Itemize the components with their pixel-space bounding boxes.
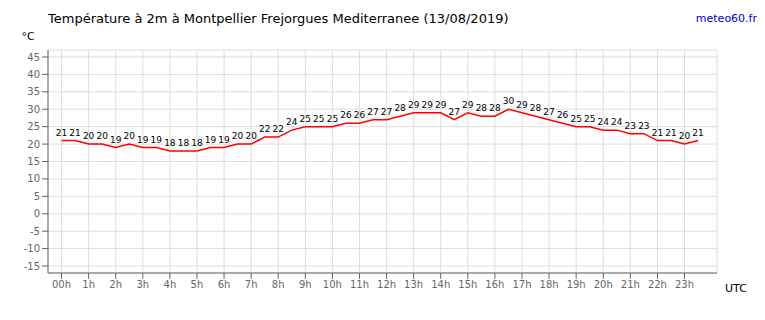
svg-text:2h: 2h: [109, 279, 122, 290]
svg-text:15h: 15h: [458, 279, 477, 290]
svg-text:10h: 10h: [323, 279, 342, 290]
svg-text:18: 18: [191, 138, 203, 148]
svg-text:7h: 7h: [245, 279, 258, 290]
svg-text:-15: -15: [24, 261, 40, 272]
svg-text:21: 21: [652, 128, 663, 138]
svg-text:25: 25: [27, 121, 40, 132]
svg-text:25: 25: [300, 114, 311, 124]
svg-text:19: 19: [110, 135, 122, 145]
svg-text:29: 29: [435, 100, 447, 110]
svg-text:23: 23: [638, 121, 649, 131]
svg-text:21h: 21h: [621, 279, 640, 290]
svg-text:25: 25: [313, 114, 324, 124]
svg-text:27: 27: [381, 107, 392, 117]
svg-text:4h: 4h: [164, 279, 177, 290]
svg-text:23: 23: [625, 121, 636, 131]
svg-text:UTC: UTC: [725, 282, 747, 295]
svg-text:25: 25: [570, 114, 581, 124]
svg-text:20: 20: [83, 131, 95, 141]
svg-text:19: 19: [218, 135, 230, 145]
svg-text:19: 19: [205, 135, 217, 145]
svg-text:35: 35: [27, 86, 40, 97]
svg-text:26: 26: [340, 110, 352, 120]
svg-text:20: 20: [245, 131, 257, 141]
svg-text:22: 22: [259, 124, 270, 134]
svg-text:00h: 00h: [52, 279, 71, 290]
svg-text:23h: 23h: [675, 279, 694, 290]
svg-text:30: 30: [503, 96, 515, 106]
svg-text:29: 29: [408, 100, 420, 110]
svg-text:0: 0: [34, 208, 40, 219]
svg-text:11h: 11h: [350, 279, 369, 290]
svg-text:9h: 9h: [299, 279, 312, 290]
svg-text:20: 20: [27, 139, 40, 150]
svg-text:14h: 14h: [431, 279, 450, 290]
svg-text:24: 24: [598, 117, 610, 127]
svg-text:21: 21: [56, 128, 67, 138]
svg-text:20: 20: [679, 131, 691, 141]
svg-text:20h: 20h: [594, 279, 613, 290]
html-text:meteo60.fr: meteo60.fr: [695, 11, 757, 25]
svg-text:19: 19: [137, 135, 149, 145]
html-text:Température à 2m à Montpellier: Température à 2m à Montpellier Frejorgue…: [48, 10, 509, 26]
svg-text:18: 18: [164, 138, 176, 148]
svg-text:21: 21: [69, 128, 80, 138]
svg-text:26: 26: [557, 110, 569, 120]
svg-text:28: 28: [394, 103, 406, 113]
svg-text:24: 24: [286, 117, 298, 127]
svg-text:20: 20: [124, 131, 136, 141]
svg-text:20: 20: [96, 131, 108, 141]
svg-text:18: 18: [178, 138, 190, 148]
svg-text:22: 22: [272, 124, 283, 134]
svg-text:16h: 16h: [485, 279, 504, 290]
svg-text:19h: 19h: [567, 279, 586, 290]
svg-text:30: 30: [27, 104, 40, 115]
svg-text:-5: -5: [30, 226, 40, 237]
svg-text:25: 25: [584, 114, 595, 124]
svg-text:8h: 8h: [272, 279, 285, 290]
svg-text:29: 29: [462, 100, 474, 110]
svg-text:27: 27: [543, 107, 554, 117]
svg-text:22h: 22h: [648, 279, 667, 290]
svg-text:18h: 18h: [540, 279, 559, 290]
svg-text:45: 45: [27, 52, 40, 63]
svg-text:40: 40: [27, 69, 40, 80]
svg-text:10: 10: [27, 173, 40, 184]
svg-text:15: 15: [27, 156, 40, 167]
svg-text:20: 20: [232, 131, 244, 141]
svg-text:13h: 13h: [404, 279, 423, 290]
svg-text:28: 28: [530, 103, 542, 113]
svg-text:5h: 5h: [191, 279, 204, 290]
svg-text:1h: 1h: [82, 279, 95, 290]
svg-text:26: 26: [354, 110, 366, 120]
svg-text:6h: 6h: [218, 279, 231, 290]
svg-text:28: 28: [489, 103, 501, 113]
svg-text:21: 21: [692, 128, 703, 138]
svg-text:17h: 17h: [512, 279, 531, 290]
svg-text:28: 28: [476, 103, 488, 113]
svg-text:-10: -10: [24, 243, 40, 254]
svg-text:25: 25: [327, 114, 338, 124]
svg-text:12h: 12h: [377, 279, 396, 290]
svg-text:°C: °C: [21, 30, 35, 43]
svg-text:27: 27: [449, 107, 460, 117]
svg-text:27: 27: [367, 107, 378, 117]
svg-text:19: 19: [151, 135, 163, 145]
svg-text:29: 29: [421, 100, 433, 110]
svg-text:29: 29: [516, 100, 528, 110]
svg-text:24: 24: [611, 117, 623, 127]
svg-text:5: 5: [34, 191, 40, 202]
svg-text:21: 21: [665, 128, 676, 138]
svg-text:3h: 3h: [136, 279, 149, 290]
